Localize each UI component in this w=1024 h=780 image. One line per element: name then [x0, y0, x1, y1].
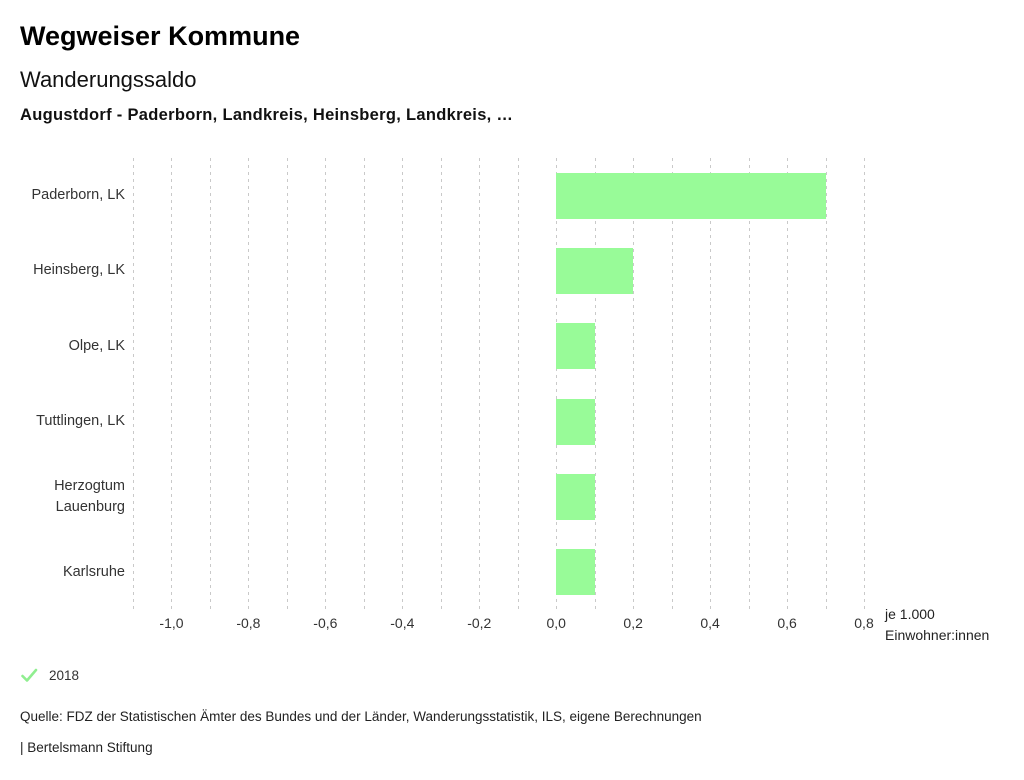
- x-tick-label: 0,2: [623, 615, 643, 631]
- x-axis-unit-line2: Einwohner:innen: [885, 626, 990, 643]
- x-tick-label: 0,6: [777, 615, 797, 631]
- gridline: [133, 158, 134, 610]
- x-tick-label: 0,0: [546, 615, 566, 631]
- bar-heinsberg-lk[interactable]: [556, 248, 634, 294]
- plot-area: [133, 158, 865, 610]
- gridline: [325, 158, 327, 610]
- category-label: Karlsruhe: [62, 563, 125, 580]
- bar-herzogtum-lauenburg[interactable]: [556, 474, 595, 520]
- gridline: [440, 158, 442, 610]
- gridline: [825, 158, 827, 610]
- category-axis: Paderborn, LK Heinsberg, LK Olpe, LK Tuttli…: [0, 158, 125, 610]
- gridline: [402, 158, 404, 610]
- app-title: Wegweiser Kommune: [20, 21, 301, 51]
- gridline: [710, 158, 712, 610]
- bar-olpe-lk[interactable]: [556, 323, 595, 370]
- category-label: Paderborn, LK: [31, 187, 125, 204]
- gridline: [363, 158, 365, 610]
- gridline: [594, 158, 596, 610]
- attribution-text: | Bertelsmann Stiftung: [20, 740, 153, 755]
- x-axis-ticks: -1,0 -0,8 -0,6 -0,4 -0,2 0,0 0,2 0,4 0,6 0,8: [133, 610, 873, 634]
- gridline: [864, 158, 865, 610]
- source-text: Quelle: FDZ der Statistischen Ämter des …: [20, 709, 702, 724]
- x-tick-label: -0,8: [236, 615, 261, 631]
- gridline: [248, 158, 250, 610]
- x-tick-label: 0,4: [700, 615, 720, 631]
- gridline: [209, 158, 211, 610]
- x-tick-label: 0,8: [854, 615, 874, 631]
- gridline: [286, 158, 288, 610]
- check-icon: [21, 668, 38, 683]
- bar-tuttlingen-lk[interactable]: [556, 398, 595, 445]
- gridline: [171, 158, 173, 610]
- category-label: Olpe, LK: [68, 337, 125, 354]
- gridline: [556, 158, 558, 610]
- x-tick-label: -1,0: [159, 615, 184, 631]
- bar-chart: Paderborn, LK Heinsberg, LK Olpe, LK Tuttli…: [0, 158, 1024, 610]
- gridline: [517, 158, 519, 610]
- bar-karlsruhe[interactable]: [556, 549, 595, 596]
- gridline: [479, 158, 481, 610]
- x-tick-label: -0,2: [467, 615, 492, 631]
- legend-label: 2018: [49, 668, 80, 683]
- chart-title: Wanderungssaldo: [20, 67, 197, 92]
- x-tick-label: -0,4: [390, 615, 415, 631]
- chart-selection-subtitle: Augustdorf - Paderborn, Landkreis, Heins…: [20, 106, 514, 124]
- legend-item-2018[interactable]: 2018: [21, 668, 79, 683]
- category-label: Heinsberg, LK: [33, 262, 125, 279]
- gridline: [787, 158, 789, 610]
- category-label: Tuttlingen, LK: [36, 413, 125, 430]
- x-tick-label: -0,6: [313, 615, 338, 631]
- gridline: [671, 158, 673, 610]
- bar-paderborn-lk[interactable]: [556, 172, 826, 219]
- x-axis-unit-label: je 1.000 Einwohner:innen: [885, 604, 989, 645]
- gridline: [748, 158, 750, 610]
- gridline: [633, 158, 635, 610]
- x-axis-unit-line1: je 1.000: [885, 606, 935, 622]
- category-label: Herzogtum Lauenburg: [54, 477, 125, 515]
